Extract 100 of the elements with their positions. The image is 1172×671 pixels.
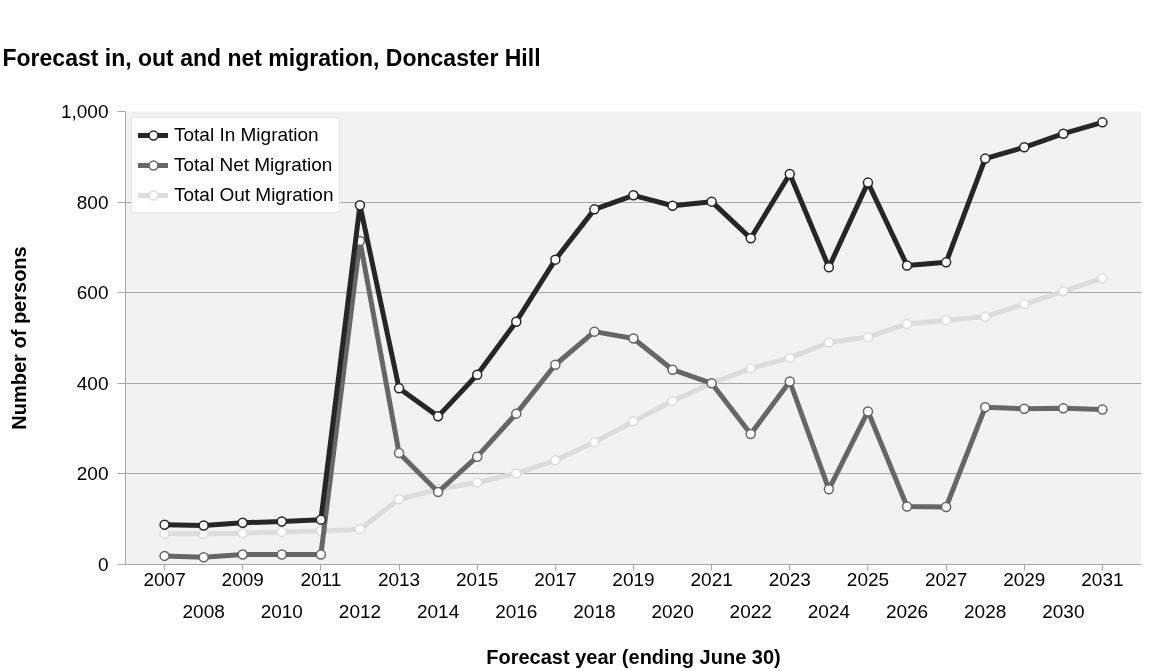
point	[1019, 298, 1030, 310]
point	[589, 204, 600, 215]
x-tick-label: 2031	[1081, 568, 1124, 590]
point	[862, 406, 874, 417]
point	[1058, 402, 1069, 414]
point	[237, 528, 248, 539]
point	[628, 190, 639, 201]
y-tick-label: 800	[76, 191, 109, 213]
point	[823, 484, 835, 495]
point	[471, 477, 483, 488]
point	[198, 552, 209, 563]
x-axis-title: Forecast year (ending June 30)	[486, 645, 781, 668]
point	[198, 520, 209, 531]
x-tick-label: 2010	[260, 600, 303, 622]
x-tick-label: 2021	[690, 568, 733, 590]
point	[901, 318, 913, 330]
point	[979, 153, 991, 164]
x-tick-label: 2024	[807, 600, 851, 622]
point	[315, 514, 327, 525]
x-tick-label: 2025	[846, 568, 890, 590]
point	[354, 523, 366, 535]
point	[550, 359, 561, 370]
x-tick-label: 2013	[377, 568, 421, 590]
point	[276, 516, 288, 527]
x-tick-label: 2008	[182, 600, 225, 622]
point	[745, 428, 756, 440]
x-tick-label: 2030	[1042, 600, 1085, 622]
point	[159, 528, 170, 539]
x-tick-label: 2022	[729, 600, 772, 622]
point	[979, 402, 991, 413]
x-tick-label: 2009	[221, 568, 264, 590]
point	[823, 262, 835, 273]
x-tick-label: 2015	[456, 568, 499, 590]
x-tick-label: 2026	[885, 600, 929, 622]
point	[1097, 272, 1108, 284]
x-tick-label: 2011	[300, 568, 342, 590]
legend-label: Total Net Migration	[174, 154, 333, 176]
y-tick-label: 1,000	[60, 101, 109, 122]
point	[550, 455, 561, 466]
x-tick-label: 2020	[651, 600, 694, 622]
point	[1058, 286, 1069, 297]
x-tick-label: 2012	[338, 600, 382, 622]
legend-label: Total In Migration	[174, 124, 319, 146]
point	[745, 363, 756, 374]
point	[745, 233, 756, 244]
point	[862, 177, 874, 188]
point	[159, 550, 170, 562]
point	[667, 364, 678, 375]
point	[979, 311, 991, 322]
point	[589, 436, 600, 448]
point	[823, 337, 835, 348]
y-tick-label: 0	[97, 554, 109, 575]
point	[940, 315, 952, 326]
point	[940, 501, 952, 513]
point	[276, 549, 288, 560]
x-tick-label: 2016	[495, 600, 538, 622]
x-tick-label: 2014	[416, 600, 460, 622]
x-tick-label: 2019	[612, 568, 655, 590]
point	[706, 196, 717, 207]
point	[511, 316, 522, 327]
point	[471, 369, 483, 380]
point	[511, 408, 522, 419]
x-tick-label: 2007	[143, 568, 186, 590]
point	[784, 376, 796, 387]
point	[784, 168, 796, 180]
x-tick-label: 2018	[573, 600, 616, 622]
y-axis-title: Number of persons	[7, 246, 30, 430]
point	[1097, 117, 1108, 128]
point	[237, 549, 248, 560]
y-tick-label: 200	[76, 463, 109, 485]
y-tick-label: 400	[76, 372, 109, 394]
x-tick-label: 2023	[768, 568, 811, 590]
point	[1019, 403, 1030, 414]
point	[393, 383, 405, 394]
legend-label: Total Out Migration	[174, 184, 334, 206]
point	[667, 200, 678, 211]
x-tick-label: 2017	[534, 568, 577, 590]
point	[784, 352, 796, 364]
point	[237, 517, 248, 529]
point	[159, 519, 170, 530]
point	[354, 200, 366, 211]
point	[550, 254, 561, 265]
y-tick-label: 600	[76, 282, 109, 304]
x-tick-label: 2029	[1003, 568, 1046, 590]
point	[862, 331, 874, 343]
point	[315, 549, 327, 560]
x-tick-label: 2027	[924, 568, 968, 590]
point	[589, 326, 600, 337]
chart-title: Forecast in, out and net migration, Doncaster Hill	[2, 44, 541, 71]
point	[1019, 142, 1030, 153]
point	[901, 501, 913, 512]
point	[511, 468, 522, 479]
point	[628, 333, 639, 344]
x-tick-label: 2028	[964, 600, 1007, 622]
point	[471, 451, 483, 462]
point	[432, 411, 444, 422]
point	[393, 494, 405, 505]
point	[901, 260, 913, 271]
point	[667, 395, 678, 407]
point	[628, 416, 639, 427]
